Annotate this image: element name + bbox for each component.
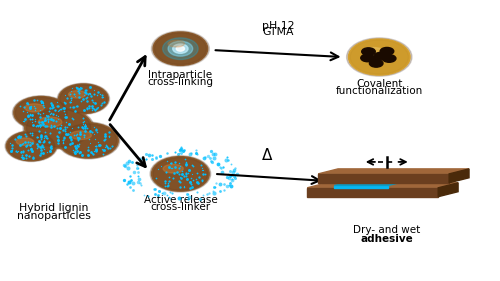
Ellipse shape xyxy=(16,138,34,145)
Ellipse shape xyxy=(15,97,67,128)
Text: +: + xyxy=(387,56,392,61)
Text: +: + xyxy=(366,49,371,54)
Text: cross-linking: cross-linking xyxy=(148,76,214,87)
Text: Covalent: Covalent xyxy=(356,79,403,89)
Ellipse shape xyxy=(348,39,410,75)
Ellipse shape xyxy=(152,157,209,191)
Text: functionalization: functionalization xyxy=(336,86,423,96)
Polygon shape xyxy=(318,174,449,183)
Ellipse shape xyxy=(362,47,384,56)
Ellipse shape xyxy=(6,131,56,161)
Ellipse shape xyxy=(38,117,62,127)
Ellipse shape xyxy=(380,47,394,55)
Text: adhesive: adhesive xyxy=(360,234,413,244)
Polygon shape xyxy=(318,169,469,174)
Ellipse shape xyxy=(153,157,208,190)
Ellipse shape xyxy=(382,55,396,62)
Ellipse shape xyxy=(70,131,92,140)
Ellipse shape xyxy=(26,109,90,147)
Ellipse shape xyxy=(346,38,412,76)
Ellipse shape xyxy=(25,104,44,112)
Text: +: + xyxy=(366,55,370,60)
Polygon shape xyxy=(449,169,469,183)
Text: +: + xyxy=(378,54,383,59)
Ellipse shape xyxy=(57,122,120,159)
Ellipse shape xyxy=(14,97,68,129)
Polygon shape xyxy=(334,183,400,185)
Ellipse shape xyxy=(12,96,70,130)
Ellipse shape xyxy=(152,31,210,66)
Ellipse shape xyxy=(176,46,184,51)
Text: Active release: Active release xyxy=(144,195,218,205)
Text: +: + xyxy=(384,49,390,54)
Text: Hybrid lignin: Hybrid lignin xyxy=(19,203,88,213)
Ellipse shape xyxy=(25,108,92,148)
Text: GTMA: GTMA xyxy=(262,27,294,37)
Polygon shape xyxy=(307,183,458,188)
Ellipse shape xyxy=(150,156,210,192)
Ellipse shape xyxy=(153,32,208,65)
Ellipse shape xyxy=(58,123,118,158)
Ellipse shape xyxy=(23,107,94,149)
Ellipse shape xyxy=(362,48,376,55)
Text: nanoparticles: nanoparticles xyxy=(16,211,90,221)
Text: Dry- and wet: Dry- and wet xyxy=(353,225,420,235)
Ellipse shape xyxy=(163,164,184,173)
Text: +: + xyxy=(374,61,378,66)
Ellipse shape xyxy=(162,38,198,60)
Ellipse shape xyxy=(68,91,86,98)
Ellipse shape xyxy=(374,52,388,60)
Ellipse shape xyxy=(361,54,374,62)
Ellipse shape xyxy=(5,131,58,162)
Polygon shape xyxy=(438,183,458,197)
Ellipse shape xyxy=(154,33,206,65)
Ellipse shape xyxy=(168,40,184,47)
Polygon shape xyxy=(334,185,388,188)
Ellipse shape xyxy=(350,40,408,74)
Ellipse shape xyxy=(168,41,192,56)
Ellipse shape xyxy=(58,83,110,114)
Ellipse shape xyxy=(58,84,108,114)
Ellipse shape xyxy=(8,132,55,160)
Text: pH 12: pH 12 xyxy=(262,21,294,31)
Ellipse shape xyxy=(60,124,116,157)
Polygon shape xyxy=(307,188,438,197)
Ellipse shape xyxy=(370,60,383,67)
Text: Δ: Δ xyxy=(262,148,272,163)
Ellipse shape xyxy=(60,85,107,113)
Ellipse shape xyxy=(172,44,188,53)
Text: cross-linker: cross-linker xyxy=(150,202,210,212)
Text: Intraparticle: Intraparticle xyxy=(148,70,212,80)
